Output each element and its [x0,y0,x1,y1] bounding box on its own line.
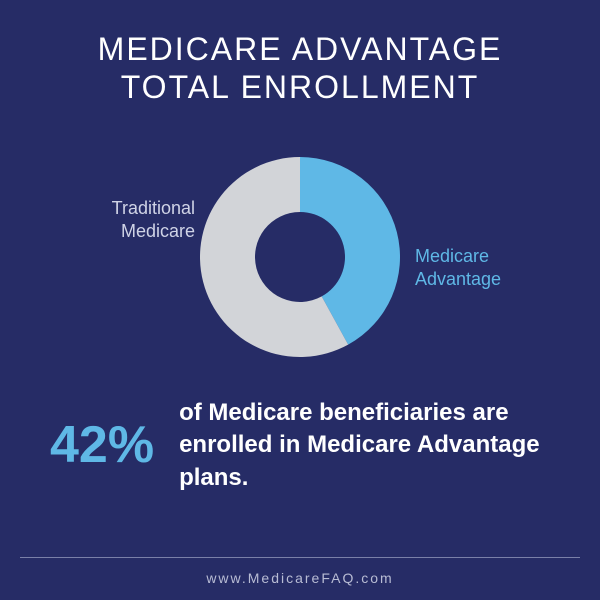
slice-label-traditional-line1: Traditional [112,198,195,218]
slice-label-advantage-line2: Advantage [415,269,501,289]
footer-divider [20,557,580,558]
title-line-2: TOTAL ENROLLMENT [121,69,480,105]
donut-chart [190,147,410,367]
slice-label-advantage-line1: Medicare [415,246,489,266]
footer-url: www.MedicareFAQ.com [0,570,600,586]
slice-label-traditional-line2: Medicare [121,221,195,241]
stat-percent: 42% [50,415,154,475]
slice-label-traditional: Traditional Medicare [95,197,195,244]
stat-row: 42% of Medicare beneficiaries are enroll… [0,387,600,494]
donut-chart-region: Traditional Medicare Medicare Advantage [0,127,600,387]
page-title: MEDICARE ADVANTAGE TOTAL ENROLLMENT [0,0,600,107]
slice-label-advantage: Medicare Advantage [415,245,535,292]
stat-text: of Medicare beneficiaries are enrolled i… [179,397,560,494]
title-line-1: MEDICARE ADVANTAGE [98,31,503,67]
